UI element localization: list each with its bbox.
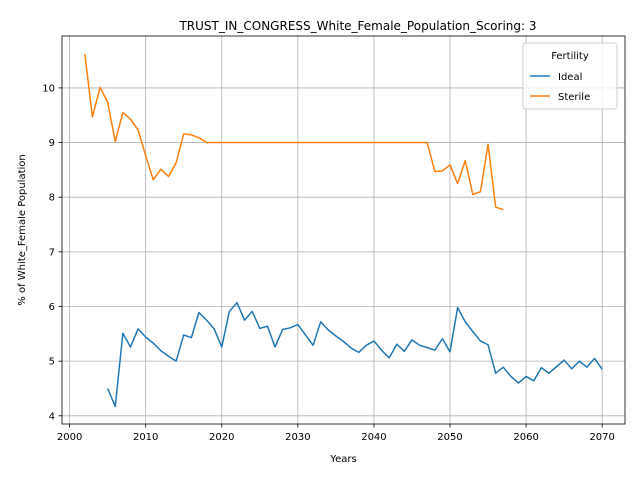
legend-title: Fertility [551, 51, 589, 62]
plot-frame [61, 35, 626, 425]
y-tick-label: 8 [49, 193, 55, 204]
y-axis-ticks: 4 5 6 7 8 9 10 [42, 83, 62, 422]
x-tick-label: 2070 [589, 432, 614, 443]
y-tick-label: 4 [49, 411, 55, 422]
y-tick-label: 10 [42, 83, 55, 94]
y-tick-label: 6 [49, 302, 55, 313]
series-lines [84, 53, 603, 408]
legend-label-sterile: Sterile [558, 92, 590, 103]
x-tick-label: 2060 [513, 432, 538, 443]
y-tick-label: 7 [49, 247, 55, 258]
chart-title: TRUST_IN_CONGRESS_White_Female_Populatio… [178, 19, 536, 33]
y-tick-label: 5 [49, 357, 55, 368]
y-tick-label: 9 [49, 138, 55, 149]
x-tick-label: 2050 [437, 432, 462, 443]
legend-label-ideal: Ideal [558, 72, 582, 83]
series-line-sterile [84, 53, 504, 211]
y-axis-title: % of White_Female Population [17, 154, 28, 305]
x-axis-ticks: 2000 2010 2020 2030 2040 2050 2060 2070 [57, 424, 615, 443]
x-tick-label: 2010 [133, 432, 158, 443]
x-tick-label: 2030 [285, 432, 310, 443]
x-tick-label: 2000 [57, 432, 82, 443]
x-tick-label: 2040 [361, 432, 386, 443]
legend: Fertility Ideal Sterile [522, 42, 618, 110]
series-line-ideal [106, 301, 603, 408]
x-axis-title: Years [329, 454, 356, 465]
x-tick-label: 2020 [209, 432, 234, 443]
legend-box [522, 42, 618, 110]
